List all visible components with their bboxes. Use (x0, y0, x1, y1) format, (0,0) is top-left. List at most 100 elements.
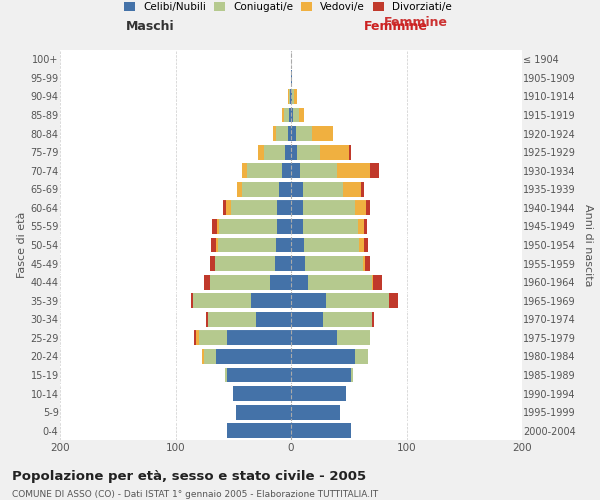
Bar (304, 238, 359, 252)
Bar (291, 424, 351, 438)
Bar (366, 200, 370, 216)
Bar (291, 238, 304, 252)
Bar (355, 200, 366, 216)
Bar (364, 238, 368, 252)
Text: COMUNE DI ASSO (CO) - Dati ISTAT 1° gennaio 2005 - Elaborazione TUTTITALIA.IT: COMUNE DI ASSO (CO) - Dati ISTAT 1° genn… (12, 490, 378, 499)
Bar (291, 349, 355, 364)
Bar (291, 89, 292, 104)
Bar (308, 274, 372, 289)
Bar (289, 89, 290, 104)
Bar (291, 164, 300, 178)
Bar (312, 126, 332, 141)
Bar (291, 256, 305, 271)
Bar (362, 256, 365, 271)
Bar (291, 219, 302, 234)
Bar (282, 164, 291, 178)
Bar (223, 200, 226, 216)
Bar (202, 349, 205, 364)
Bar (302, 219, 358, 234)
Bar (275, 256, 291, 271)
Text: Femmine: Femmine (364, 20, 428, 32)
Bar (217, 219, 220, 234)
Bar (216, 238, 218, 252)
Bar (215, 256, 275, 271)
Bar (292, 89, 295, 104)
Bar (290, 89, 291, 104)
Bar (282, 108, 284, 122)
Bar (210, 256, 215, 271)
Bar (372, 312, 374, 326)
Bar (194, 330, 196, 345)
Bar (349, 144, 351, 160)
Bar (296, 126, 312, 141)
Bar (305, 256, 362, 271)
Bar (191, 294, 193, 308)
Bar (206, 312, 208, 326)
Y-axis label: Anni di nascita: Anni di nascita (583, 204, 593, 286)
Bar (291, 386, 346, 401)
Bar (227, 424, 291, 438)
Bar (300, 164, 337, 178)
Bar (389, 294, 398, 308)
Bar (256, 312, 291, 326)
Bar (242, 164, 247, 178)
Bar (205, 274, 210, 289)
Bar (257, 144, 265, 160)
Bar (193, 294, 251, 308)
Bar (365, 256, 370, 271)
Bar (236, 404, 291, 419)
Bar (287, 89, 289, 104)
Bar (291, 330, 337, 345)
Bar (199, 330, 227, 345)
Bar (270, 274, 291, 289)
Bar (272, 126, 276, 141)
Bar (326, 294, 389, 308)
Bar (284, 108, 289, 122)
Bar (293, 108, 299, 122)
Bar (227, 330, 291, 345)
Bar (277, 200, 291, 216)
Bar (280, 182, 291, 196)
Bar (289, 108, 291, 122)
Bar (364, 219, 367, 234)
Bar (233, 386, 291, 401)
Bar (291, 200, 302, 216)
Bar (359, 238, 364, 252)
Bar (218, 238, 276, 252)
Bar (276, 126, 287, 141)
Bar (337, 330, 370, 345)
Bar (208, 312, 256, 326)
Bar (210, 274, 270, 289)
Bar (291, 108, 293, 122)
Bar (237, 182, 242, 196)
Bar (337, 164, 370, 178)
Bar (297, 144, 320, 160)
Bar (370, 164, 379, 178)
Bar (225, 368, 227, 382)
Bar (302, 200, 355, 216)
Y-axis label: Fasce di età: Fasce di età (17, 212, 28, 278)
Bar (291, 294, 326, 308)
Bar (247, 164, 282, 178)
Bar (242, 182, 280, 196)
Bar (211, 238, 216, 252)
Bar (291, 274, 308, 289)
Bar (287, 126, 291, 141)
Bar (205, 349, 216, 364)
Bar (291, 312, 323, 326)
Bar (196, 330, 199, 345)
Bar (291, 368, 351, 382)
Bar (373, 274, 382, 289)
Bar (291, 70, 292, 86)
Bar (265, 144, 285, 160)
Bar (291, 126, 296, 141)
Bar (323, 312, 372, 326)
Text: Popolazione per età, sesso e stato civile - 2005: Popolazione per età, sesso e stato civil… (12, 470, 366, 483)
Bar (251, 294, 291, 308)
Bar (212, 219, 217, 234)
Bar (227, 368, 291, 382)
Legend: Celibi/Nubili, Coniugati/e, Vedovi/e, Divorziati/e: Celibi/Nubili, Coniugati/e, Vedovi/e, Di… (122, 0, 454, 14)
Bar (361, 182, 364, 196)
Bar (358, 219, 364, 234)
Bar (285, 144, 291, 160)
